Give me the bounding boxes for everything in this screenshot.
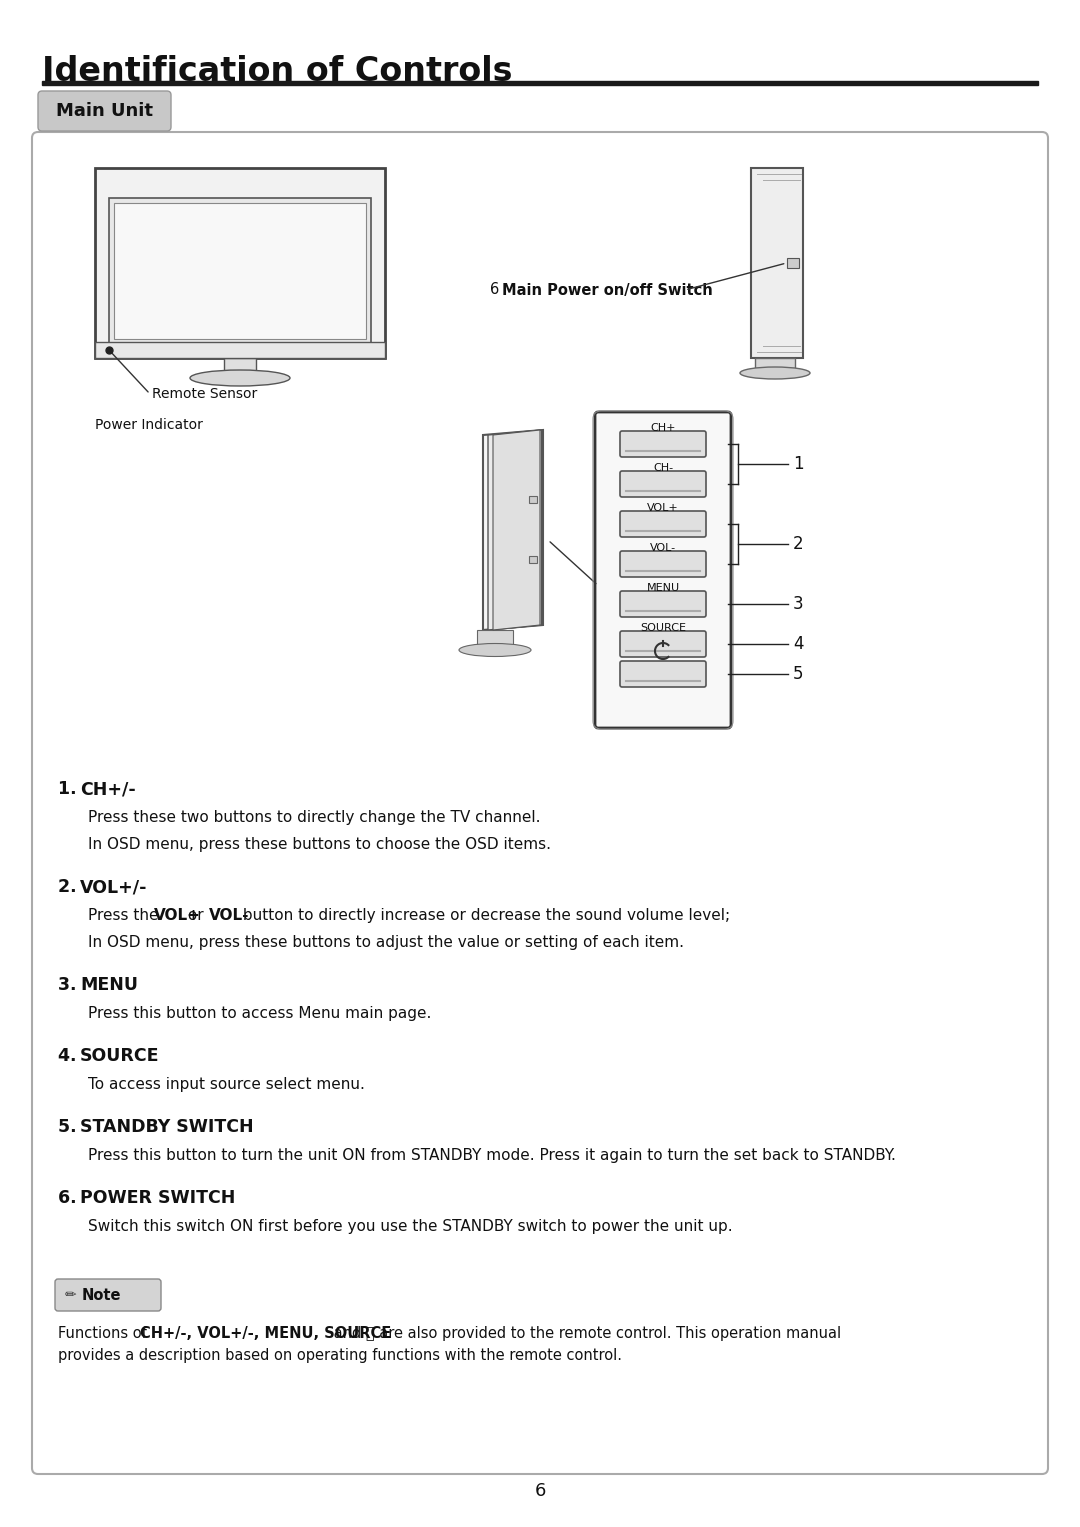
Text: 1: 1 bbox=[793, 455, 804, 473]
Text: Identification of Controls: Identification of Controls bbox=[42, 55, 513, 89]
Text: To access input source select menu.: To access input source select menu. bbox=[87, 1077, 365, 1092]
Bar bbox=[529, 496, 537, 502]
Text: STANDBY SWITCH: STANDBY SWITCH bbox=[80, 1118, 254, 1136]
Text: 4.: 4. bbox=[58, 1048, 82, 1064]
Text: VOL+/-: VOL+/- bbox=[80, 878, 148, 896]
Text: or: or bbox=[183, 909, 208, 922]
Polygon shape bbox=[483, 431, 543, 631]
Ellipse shape bbox=[190, 370, 291, 386]
Ellipse shape bbox=[740, 366, 810, 379]
Bar bbox=[114, 203, 366, 339]
Text: VOL-: VOL- bbox=[210, 909, 249, 922]
Text: SOURCE: SOURCE bbox=[80, 1048, 160, 1064]
FancyBboxPatch shape bbox=[620, 431, 706, 457]
FancyBboxPatch shape bbox=[620, 661, 706, 687]
Bar bbox=[224, 357, 256, 376]
Text: VOL-: VOL- bbox=[650, 544, 676, 553]
Text: Power Indicator: Power Indicator bbox=[95, 418, 203, 432]
Text: 4: 4 bbox=[793, 635, 804, 654]
Bar bbox=[42, 81, 1038, 86]
Text: Main Unit: Main Unit bbox=[56, 102, 153, 121]
Text: VOL+: VOL+ bbox=[154, 909, 201, 922]
FancyBboxPatch shape bbox=[620, 551, 706, 577]
Text: Press these two buttons to directly change the TV channel.: Press these two buttons to directly chan… bbox=[87, 809, 540, 825]
Text: CH-: CH- bbox=[653, 463, 673, 473]
Text: ✏: ✏ bbox=[65, 1287, 77, 1303]
Polygon shape bbox=[488, 431, 541, 631]
Text: Press this button to access Menu main page.: Press this button to access Menu main pa… bbox=[87, 1006, 431, 1022]
Text: provides a description based on operating functions with the remote control.: provides a description based on operatin… bbox=[58, 1348, 622, 1364]
FancyBboxPatch shape bbox=[595, 412, 731, 728]
Text: and ⒦ are also provided to the remote control. This operation manual: and ⒦ are also provided to the remote co… bbox=[329, 1325, 841, 1341]
Bar bbox=[109, 199, 372, 344]
Bar bbox=[95, 342, 384, 357]
Text: Press the: Press the bbox=[87, 909, 163, 922]
Text: 5.: 5. bbox=[58, 1118, 83, 1136]
FancyBboxPatch shape bbox=[620, 591, 706, 617]
Bar bbox=[477, 631, 513, 647]
Text: Main Power on/off Switch: Main Power on/off Switch bbox=[502, 282, 713, 298]
Text: In OSD menu, press these buttons to adjust the value or setting of each item.: In OSD menu, press these buttons to adju… bbox=[87, 935, 684, 950]
Text: MENU: MENU bbox=[80, 976, 138, 994]
Text: 2: 2 bbox=[793, 534, 804, 553]
FancyBboxPatch shape bbox=[620, 512, 706, 538]
Text: Switch this switch ON first before you use the STANDBY switch to power the unit : Switch this switch ON first before you u… bbox=[87, 1219, 732, 1234]
FancyBboxPatch shape bbox=[620, 470, 706, 496]
Polygon shape bbox=[751, 168, 802, 357]
Text: Note: Note bbox=[82, 1287, 121, 1303]
Text: CH+: CH+ bbox=[650, 423, 676, 434]
Text: POWER SWITCH: POWER SWITCH bbox=[80, 1190, 235, 1206]
Bar bbox=[529, 556, 537, 563]
Text: SOURCE: SOURCE bbox=[640, 623, 686, 634]
FancyBboxPatch shape bbox=[55, 1280, 161, 1312]
Text: Remote Sensor: Remote Sensor bbox=[152, 386, 257, 402]
Text: MENU: MENU bbox=[647, 583, 679, 592]
Ellipse shape bbox=[459, 643, 531, 657]
Bar bbox=[786, 258, 798, 269]
Text: CH+/-, VOL+/-, MENU, SOURCE: CH+/-, VOL+/-, MENU, SOURCE bbox=[140, 1325, 391, 1341]
FancyBboxPatch shape bbox=[32, 131, 1048, 1474]
Text: VOL+: VOL+ bbox=[647, 502, 679, 513]
Text: button to directly increase or decrease the sound volume level;: button to directly increase or decrease … bbox=[238, 909, 730, 922]
FancyBboxPatch shape bbox=[38, 92, 171, 131]
Text: Press this button to turn the unit ON from STANDBY mode. Press it again to turn : Press this button to turn the unit ON fr… bbox=[87, 1148, 896, 1164]
Text: 6: 6 bbox=[535, 1483, 545, 1500]
Text: CH+/-: CH+/- bbox=[80, 780, 136, 799]
Text: 1.: 1. bbox=[58, 780, 83, 799]
Text: 6.: 6. bbox=[58, 1190, 83, 1206]
Text: 5: 5 bbox=[793, 664, 804, 683]
Polygon shape bbox=[492, 431, 540, 631]
Text: 6: 6 bbox=[490, 282, 504, 298]
Bar bbox=[755, 357, 795, 373]
Text: 3: 3 bbox=[793, 596, 804, 612]
Text: Functions of: Functions of bbox=[58, 1325, 151, 1341]
FancyBboxPatch shape bbox=[620, 631, 706, 657]
Text: 3.: 3. bbox=[58, 976, 82, 994]
Text: In OSD menu, press these buttons to choose the OSD items.: In OSD menu, press these buttons to choo… bbox=[87, 837, 551, 852]
Bar bbox=[95, 168, 384, 357]
Text: 2.: 2. bbox=[58, 878, 83, 896]
